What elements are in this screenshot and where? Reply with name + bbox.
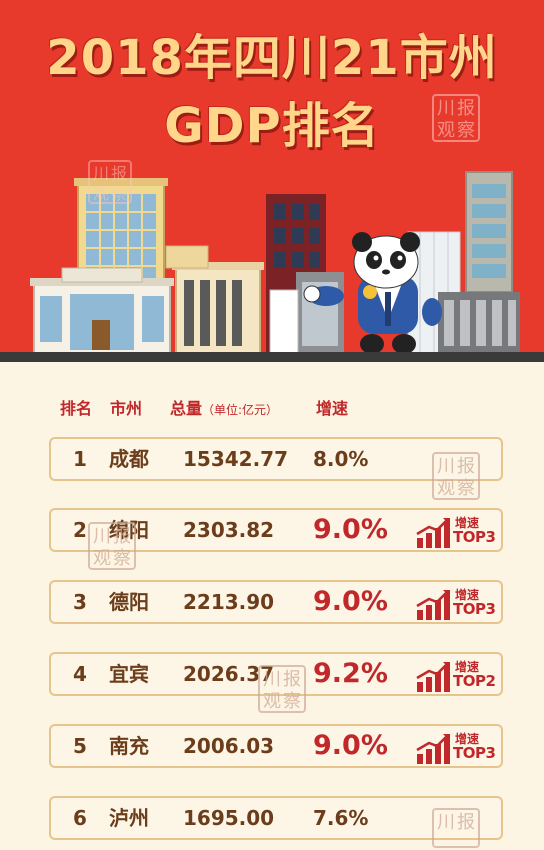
header-growth: 增速 <box>316 399 349 418</box>
badge-label: 增速 <box>455 588 480 602</box>
header-banner: 2018年四川21市州 GDP排名 川报 观察 <box>0 0 544 362</box>
row-city: 成都 <box>109 447 149 471</box>
header-unit: （单位:亿元） <box>202 403 279 417</box>
badge-label: 增速 <box>455 732 480 746</box>
panda-mascot <box>303 232 442 354</box>
row-city: 南充 <box>109 734 149 758</box>
row-city: 宜宾 <box>109 662 149 686</box>
growth-top-badge: 增速 TOP3 <box>415 584 496 620</box>
row-growth: 9.0% <box>313 514 388 545</box>
row-total: 1695.00 <box>183 806 275 830</box>
growth-top-badge: 增速 TOP2 <box>415 656 496 692</box>
row-growth: 9.0% <box>313 730 388 761</box>
badge-label: 增速 <box>455 660 480 674</box>
row-rank: 2 <box>73 518 87 542</box>
header-total-label: 总量 <box>170 399 203 418</box>
badge-rank: TOP3 <box>453 528 496 546</box>
row-rank: 5 <box>73 734 87 758</box>
row-total: 2006.03 <box>183 734 275 758</box>
header-city: 市州 <box>110 399 143 418</box>
row-growth: 9.0% <box>313 586 388 617</box>
watermark-seal: 川报 观察 <box>258 665 306 713</box>
rising-bars-icon <box>416 734 450 764</box>
row-total: 2303.82 <box>183 518 275 542</box>
watermark-seal: 川报 观察 <box>88 160 132 204</box>
rising-bars-icon <box>416 518 450 548</box>
row-city: 德阳 <box>109 590 149 614</box>
row-total: 2213.90 <box>183 590 275 614</box>
row-rank: 6 <box>73 806 87 830</box>
table-row: 6 泸州 1695.00 7.6% <box>49 796 503 840</box>
table-row: 3 德阳 2213.90 9.0% 增速 TOP3 <box>49 580 503 624</box>
watermark-seal: 川报 观察 <box>432 94 480 142</box>
badge-rank: TOP2 <box>453 672 496 690</box>
rising-bars-icon <box>416 590 450 620</box>
title-line-2: GDP排名 <box>164 98 380 154</box>
row-rank: 4 <box>73 662 87 686</box>
table-row: 1 成都 15342.77 8.0% <box>49 437 503 481</box>
row-city: 泸州 <box>109 806 149 830</box>
row-growth: 9.2% <box>313 658 388 689</box>
watermark-seal: 川报 观察 <box>432 452 480 500</box>
header-rank: 排名 <box>60 399 93 418</box>
watermark-seal: 川报 <box>432 808 480 848</box>
rising-bars-icon <box>416 662 450 692</box>
badge-rank: TOP3 <box>453 744 496 762</box>
badge-rank: TOP3 <box>453 600 496 618</box>
table-row: 5 南充 2006.03 9.0% 增速 TOP3 <box>49 724 503 768</box>
title-line-1: 2018年四川21市州 <box>46 30 498 86</box>
row-rank: 1 <box>73 447 87 471</box>
growth-top-badge: 增速 TOP3 <box>415 512 496 548</box>
watermark-seal: 川报 观察 <box>88 522 136 570</box>
badge-label: 增速 <box>455 516 480 530</box>
header-total: 总量（单位:亿元） <box>170 397 278 421</box>
row-growth: 8.0% <box>313 447 369 471</box>
row-total: 15342.77 <box>183 447 289 471</box>
growth-top-badge: 增速 TOP3 <box>415 728 496 764</box>
city-skyline-illustration <box>0 171 544 362</box>
row-growth: 7.6% <box>313 806 369 830</box>
row-rank: 3 <box>73 590 87 614</box>
table-row: 2 绵阳 2303.82 9.0% 增速 TOP3 <box>49 508 503 552</box>
